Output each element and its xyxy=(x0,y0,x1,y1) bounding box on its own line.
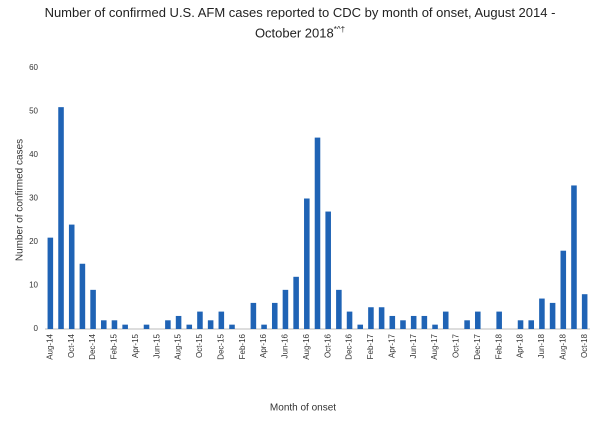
y-tick-label: 60 xyxy=(29,63,38,72)
x-tick-label: Dec-14 xyxy=(88,333,97,359)
x-tick-label: Dec-16 xyxy=(345,333,354,359)
bar xyxy=(442,311,449,329)
bar xyxy=(122,324,128,329)
bar xyxy=(528,320,535,329)
x-tick-label: Oct-16 xyxy=(323,333,332,358)
bar xyxy=(410,315,417,329)
x-tick-label: Apr-16 xyxy=(259,333,268,358)
x-axis-title: Month of onset xyxy=(270,403,336,414)
y-tick-label: 50 xyxy=(29,107,38,116)
bar xyxy=(357,324,364,329)
x-tick-label: Aug-18 xyxy=(558,333,567,359)
bar xyxy=(229,324,235,329)
chart-title: Number of confirmed U.S. AFM cases repor… xyxy=(40,4,560,41)
x-tick-label: Oct-14 xyxy=(67,333,76,358)
bar xyxy=(314,137,321,329)
bar xyxy=(100,320,107,329)
y-axis-title: Number of confirmed cases xyxy=(15,139,26,261)
bar xyxy=(47,237,54,329)
x-tick-label: Feb-15 xyxy=(110,333,119,359)
bar xyxy=(165,320,171,329)
x-tick-label: Feb-17 xyxy=(366,333,375,359)
bar xyxy=(475,311,481,329)
bar xyxy=(58,107,64,330)
bar xyxy=(90,289,96,329)
bar xyxy=(111,320,118,329)
bar xyxy=(400,320,406,329)
bar xyxy=(581,294,588,329)
x-tick-label: Apr-18 xyxy=(516,333,525,358)
bar xyxy=(336,289,342,329)
bar xyxy=(571,185,577,329)
bar xyxy=(175,315,182,329)
bar xyxy=(68,224,75,329)
x-tick-label: Jun-18 xyxy=(537,333,546,358)
x-tick-label: Jun-17 xyxy=(409,333,418,358)
bar xyxy=(197,311,203,329)
bar xyxy=(539,298,545,329)
bar xyxy=(282,289,289,329)
bar xyxy=(560,250,567,329)
y-tick-label: 10 xyxy=(29,281,38,290)
bar xyxy=(79,263,86,329)
y-tick-label: 40 xyxy=(29,150,38,159)
bar xyxy=(271,302,278,329)
x-tick-label: Oct-18 xyxy=(580,333,589,358)
bar xyxy=(325,211,331,329)
bar xyxy=(304,198,310,329)
y-tick-label: 0 xyxy=(34,324,39,333)
bar xyxy=(496,311,502,329)
bar xyxy=(143,324,150,329)
bar xyxy=(432,324,438,329)
x-tick-label: Oct-15 xyxy=(195,333,204,358)
x-tick-label: Apr-17 xyxy=(387,333,396,358)
x-tick-label: Feb-16 xyxy=(238,333,247,359)
bar xyxy=(346,311,353,329)
x-tick-label: Aug-16 xyxy=(302,333,311,359)
x-tick-label: Dec-15 xyxy=(216,333,225,359)
bar xyxy=(250,302,257,329)
bar xyxy=(186,324,193,329)
title-note: *^† xyxy=(333,25,346,34)
x-tick-label: Aug-14 xyxy=(45,333,54,359)
bar xyxy=(261,324,267,329)
x-tick-label: Dec-17 xyxy=(473,333,482,359)
bar xyxy=(378,307,385,329)
x-tick-label: Apr-15 xyxy=(131,333,140,358)
x-tick-label: Aug-17 xyxy=(430,333,439,359)
bar xyxy=(218,311,225,329)
bar xyxy=(293,276,299,329)
title-text: Number of confirmed U.S. AFM cases repor… xyxy=(44,5,556,41)
x-tick-label: Jun-16 xyxy=(281,333,290,358)
bar xyxy=(368,307,374,329)
bar xyxy=(389,315,396,329)
bar xyxy=(207,320,214,329)
bar xyxy=(549,302,556,329)
x-tick-label: Oct-17 xyxy=(452,333,461,358)
bar xyxy=(464,320,470,329)
bar xyxy=(517,320,524,329)
y-tick-label: 30 xyxy=(29,194,38,203)
x-tick-label: Jun-15 xyxy=(152,333,161,358)
bar xyxy=(421,315,428,329)
x-tick-label: Aug-15 xyxy=(174,333,183,359)
y-tick-label: 20 xyxy=(29,237,38,246)
x-tick-label: Feb-18 xyxy=(494,333,503,359)
